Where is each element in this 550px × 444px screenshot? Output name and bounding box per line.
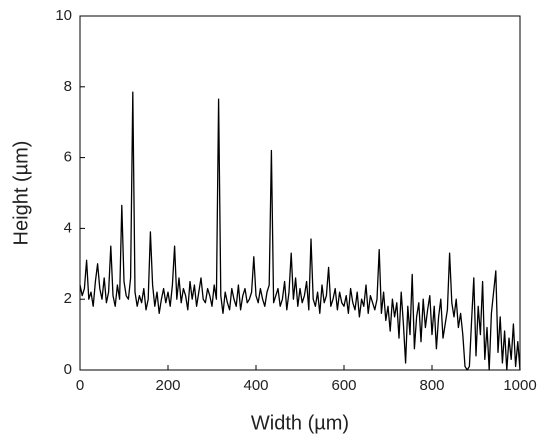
y-tick-label: 4 — [64, 219, 72, 236]
y-tick-label: 8 — [64, 78, 72, 95]
plot-frame — [79, 15, 521, 371]
y-tick-label: 6 — [64, 149, 72, 166]
x-tick-label: 800 — [419, 377, 444, 394]
y-tick-label: 10 — [55, 7, 72, 24]
data-line — [79, 91, 521, 371]
x-tick-label: 0 — [76, 377, 84, 394]
x-tick-label: 400 — [243, 377, 268, 394]
x-tick-label: 600 — [331, 377, 356, 394]
y-tick-label: 2 — [64, 290, 72, 307]
x-tick-label: 200 — [155, 377, 180, 394]
y-tick-label: 0 — [64, 361, 72, 378]
x-axis-label: Width (µm) — [251, 412, 349, 434]
x-tick-label: 1000 — [503, 377, 536, 394]
y-axis-label: Height (µm) — [10, 141, 32, 246]
